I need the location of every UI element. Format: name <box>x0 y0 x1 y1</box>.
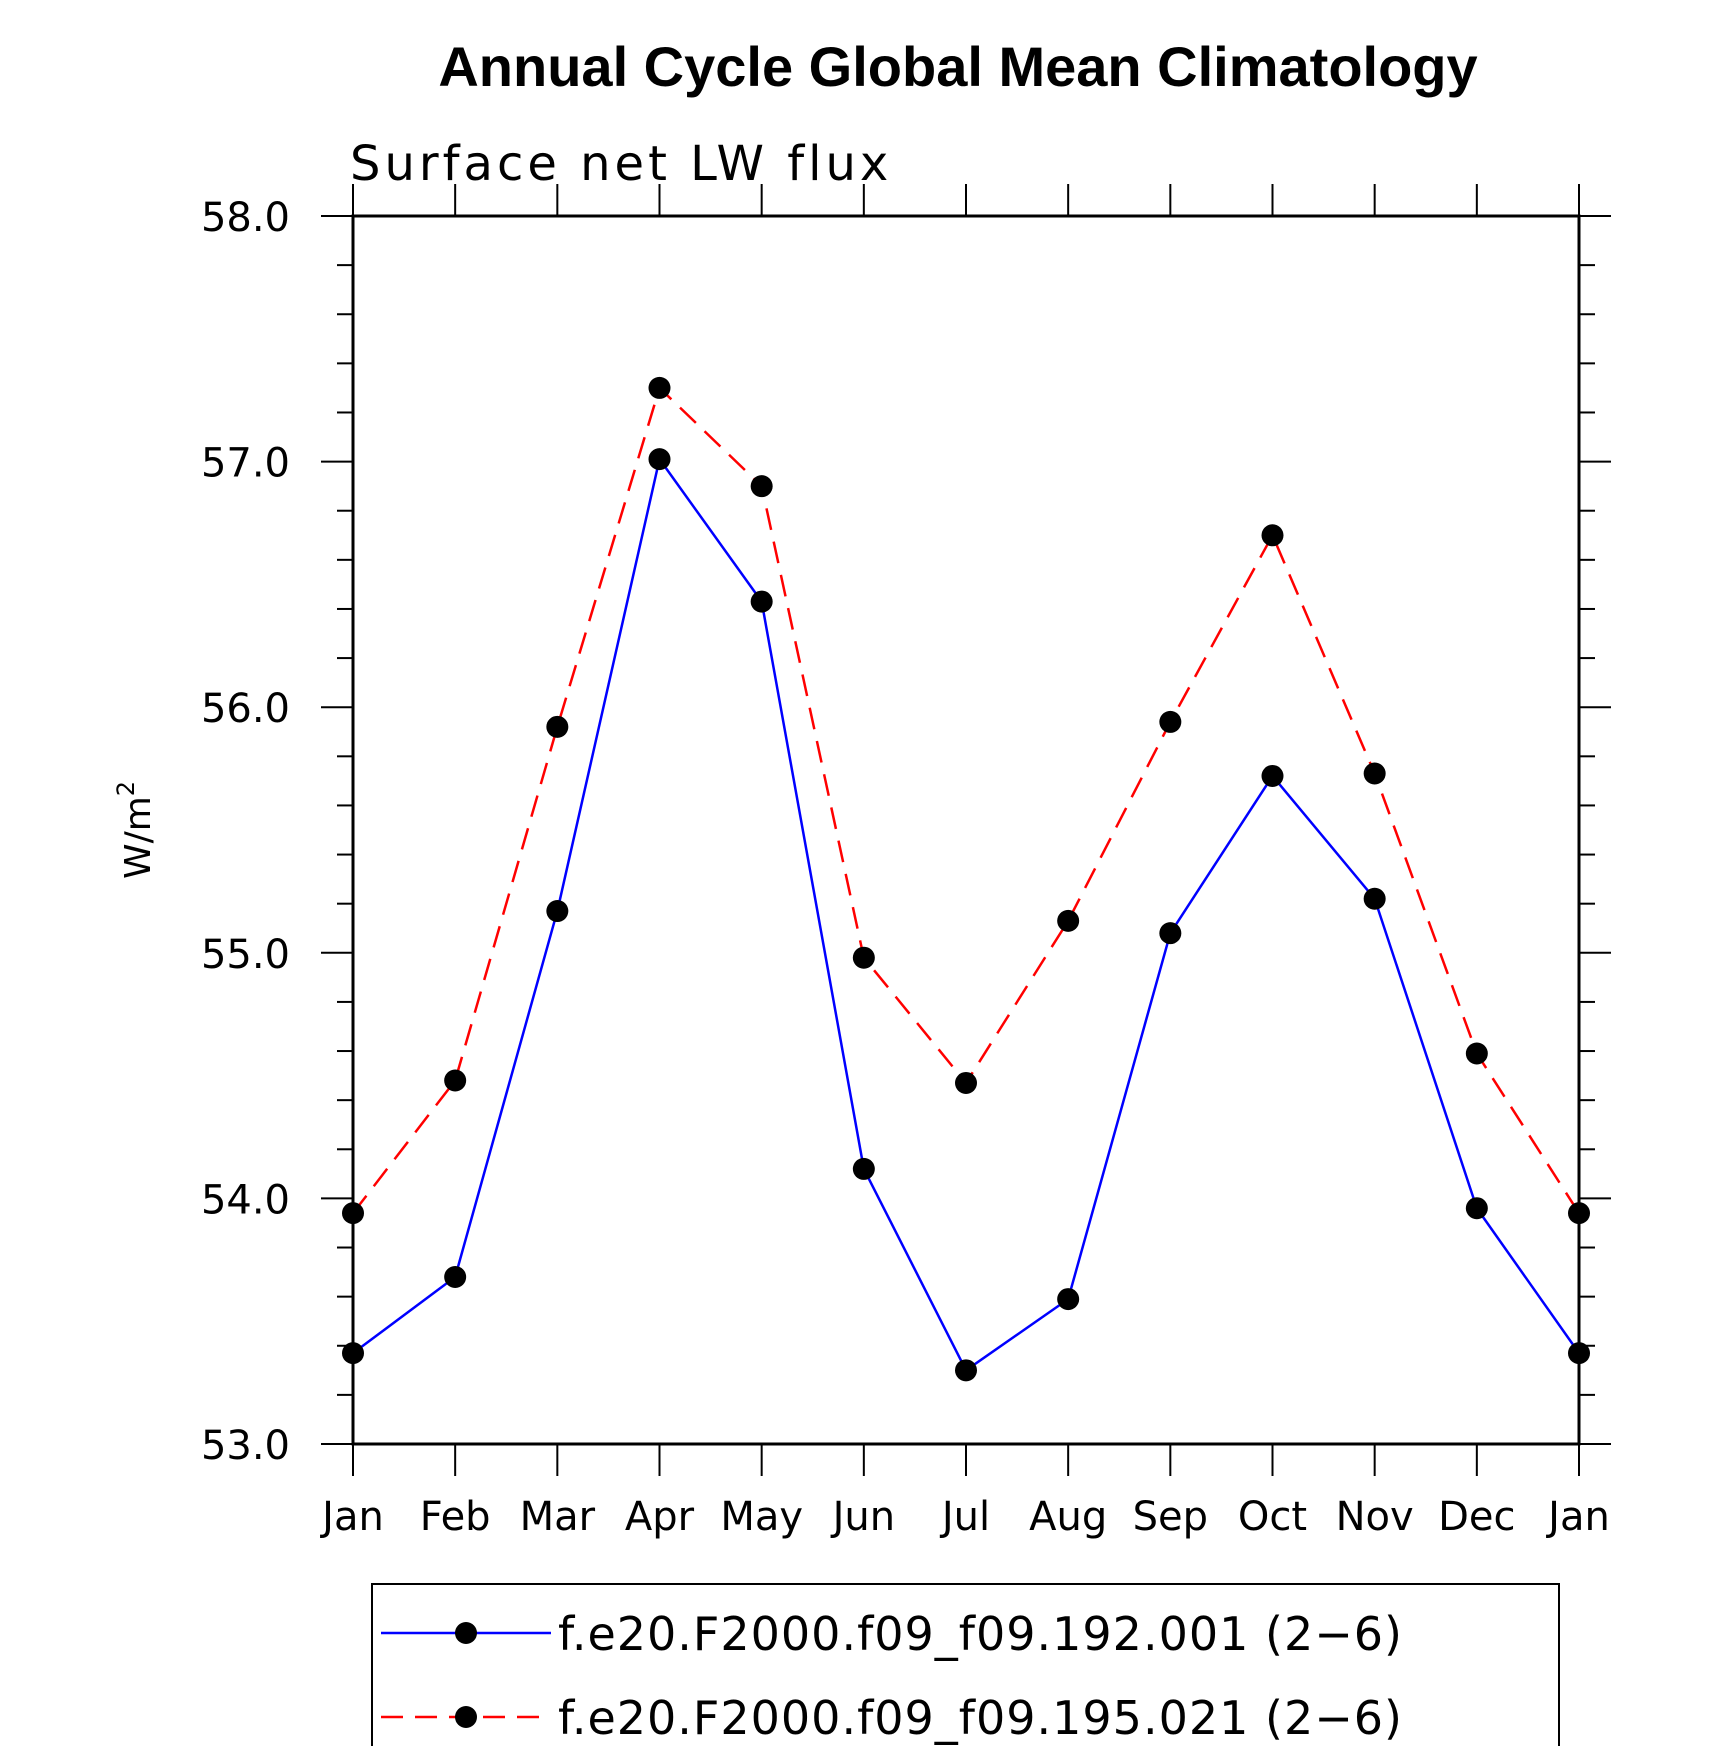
series-2-point <box>1261 524 1284 547</box>
series-1-point <box>444 1265 467 1288</box>
x-tick-label: Jan <box>1545 1494 1610 1540</box>
legend-marker-1 <box>455 1622 477 1644</box>
chart-title: Annual Cycle Global Mean Climatology <box>438 35 1477 98</box>
x-tick-label: Feb <box>420 1494 491 1540</box>
series-2-point <box>444 1069 467 1092</box>
series-2-point <box>852 946 875 969</box>
x-tick-label: Oct <box>1238 1494 1307 1540</box>
series-1-point <box>546 900 569 923</box>
x-tick-label: Jul <box>939 1494 990 1540</box>
plot-frame <box>351 214 1581 1446</box>
y-tick-label: 53.0 <box>201 1423 290 1469</box>
y-axis-label: W/m2 <box>112 781 159 879</box>
legend-label-1: f.e20.F2000.f09_f09.192.001 (2−6) <box>558 1607 1403 1661</box>
legend-items: f.e20.F2000.f09_f09.192.001 (2−6) f.e20.F… <box>381 1607 1403 1745</box>
series-2-point <box>1057 909 1080 932</box>
x-tick-label: Mar <box>520 1494 596 1540</box>
x-tick-label: Sep <box>1133 1494 1208 1540</box>
x-tick-label: Jun <box>830 1494 896 1540</box>
chart-subtitle: Surface net LW flux <box>350 136 892 192</box>
y-tick-label: 58.0 <box>201 195 290 241</box>
series-1-point <box>750 590 773 613</box>
series-2-point <box>546 715 569 738</box>
y-tick-label: 57.0 <box>201 441 290 487</box>
series-1-point <box>955 1359 977 1382</box>
y-tick-label: 54.0 <box>201 1177 290 1223</box>
y-axis-label-text: W/m <box>118 796 159 879</box>
legend-box <box>371 1583 1560 1746</box>
series-2-point <box>750 475 773 498</box>
series-1-point <box>1261 764 1284 787</box>
series-1-point <box>1465 1197 1488 1220</box>
series-2-point <box>1465 1042 1488 1065</box>
series-2-point <box>1159 710 1182 733</box>
y-tick-label: 55.0 <box>201 932 290 978</box>
series-2-point <box>648 376 671 399</box>
series-points <box>342 376 1590 1382</box>
x-tick-label: Dec <box>1438 1494 1515 1540</box>
series-2-point <box>1363 762 1386 785</box>
series-lines <box>352 386 1581 1372</box>
series-1-point <box>1363 887 1386 910</box>
x-tick-label: Nov <box>1336 1494 1414 1540</box>
legend-label-2: f.e20.F2000.f09_f09.195.021 (2−6) <box>558 1691 1403 1745</box>
x-tick-label: Jan <box>319 1494 384 1540</box>
x-tick-label: Aug <box>1029 1494 1107 1540</box>
x-tick-label: May <box>720 1494 803 1540</box>
x-tick-label: Apr <box>625 1494 695 1540</box>
series-1-point <box>1159 922 1182 945</box>
y-tick-label: 56.0 <box>201 686 290 732</box>
series-1-point <box>852 1157 875 1180</box>
axis-ticks <box>321 184 1611 1476</box>
legend-marker-2 <box>455 1706 477 1728</box>
series-line-1 <box>352 457 1581 1372</box>
legend: f.e20.F2000.f09_f09.192.001 (2−6) f.e20.F… <box>371 1583 1560 1746</box>
series-2-point <box>955 1071 977 1094</box>
y-tick-labels: 53.0 54.0 55.0 56.0 57.0 58.0 <box>201 195 290 1469</box>
series-1-point <box>648 448 671 471</box>
series-1-point <box>1057 1288 1080 1311</box>
x-tick-labels: Jan Feb Mar Apr May Jun Jul Aug Sep Oct Nov Dec Jan <box>319 1494 1610 1540</box>
y-axis-label-superscript: 2 <box>112 781 140 796</box>
